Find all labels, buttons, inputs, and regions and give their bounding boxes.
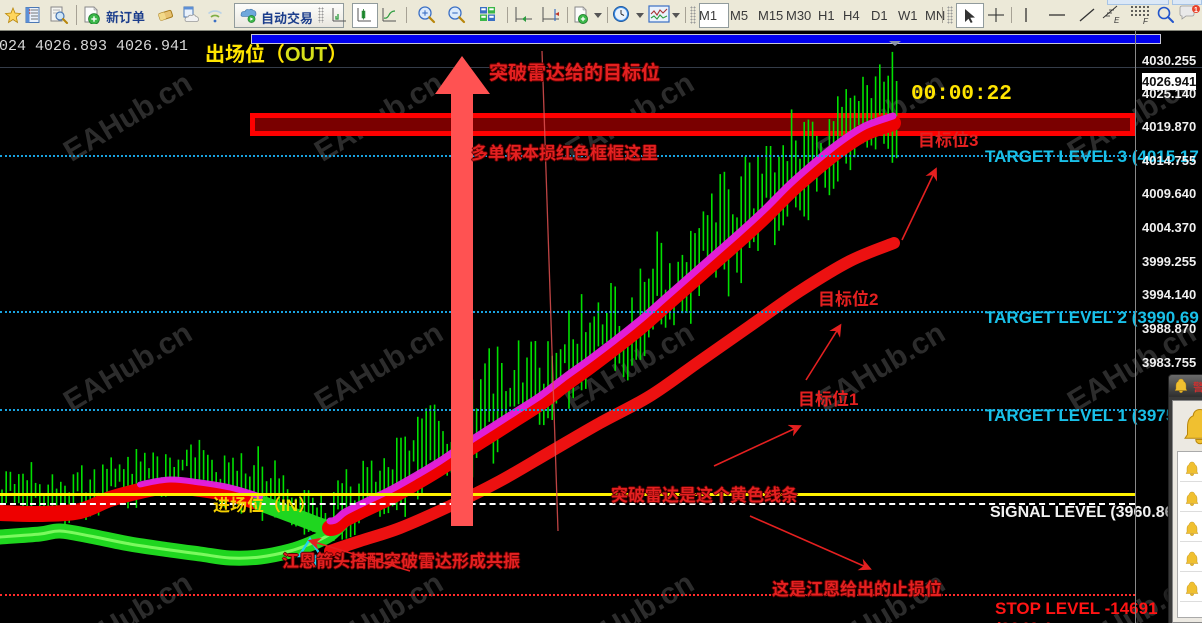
svg-text:1: 1 bbox=[1194, 7, 1198, 14]
svg-text:F: F bbox=[1143, 17, 1149, 25]
svg-text:E: E bbox=[1114, 16, 1120, 24]
